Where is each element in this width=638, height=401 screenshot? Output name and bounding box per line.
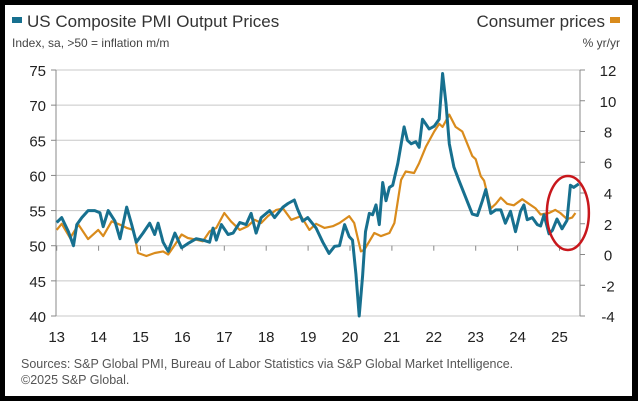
left-axis-label: 45 (29, 274, 46, 291)
subtitle-right: % yr/yr (583, 36, 620, 50)
gridlines (56, 69, 580, 317)
title-right: Consumer prices (477, 12, 606, 31)
right-axis-label: 0 (604, 248, 612, 265)
left-axis-label: 65 (29, 133, 46, 150)
left-axis-label: 60 (29, 168, 46, 185)
subtitle-left: Index, sa, >50 = inflation m/m (12, 36, 169, 50)
x-axis-label: 22 (425, 329, 442, 346)
x-axis-label: 21 (384, 329, 401, 346)
right-axis-label: 8 (604, 125, 612, 142)
right-axis-label: 12 (600, 63, 617, 80)
right-axis-label: 4 (604, 186, 612, 203)
right-axis-label: -2 (601, 278, 614, 295)
legend-swatch-pmi (12, 17, 22, 23)
right-axis-label: 6 (604, 155, 612, 172)
left-axis-label: 75 (29, 63, 46, 80)
copyright-note: ©2025 S&P Global. (21, 373, 129, 387)
x-axis-label: 15 (132, 329, 149, 346)
annotation-ellipse (545, 174, 591, 252)
x-axis-label: 16 (174, 329, 191, 346)
title-left: US Composite PMI Output Prices (27, 12, 279, 31)
x-axis-label: 20 (342, 329, 359, 346)
right-axis-label: 10 (600, 94, 617, 111)
axes (51, 69, 585, 317)
right-axis-label: -4 (601, 309, 614, 326)
x-axis-label: 23 (467, 329, 484, 346)
series-lines (55, 72, 591, 318)
x-axis-label: 19 (300, 329, 317, 346)
left-axis-label: 70 (29, 98, 46, 115)
left-axis-label: 55 (29, 204, 46, 221)
left-axis-label: 50 (29, 239, 46, 256)
consumer-prices-line (55, 113, 577, 258)
x-axis-label: 25 (551, 329, 568, 346)
x-axis-label: 14 (90, 329, 107, 346)
x-axis-label: 18 (258, 329, 275, 346)
left-axis-label: 40 (29, 309, 46, 326)
source-note: Sources: S&P Global PMI, Bureau of Labor… (21, 357, 513, 371)
x-axis-label: 17 (216, 329, 233, 346)
x-axis-label: 13 (48, 329, 65, 346)
x-axis-label: 24 (509, 329, 526, 346)
pmi-output-prices-line (55, 72, 580, 318)
legend-swatch-cpi (610, 17, 620, 23)
right-axis-label: 2 (604, 217, 612, 234)
